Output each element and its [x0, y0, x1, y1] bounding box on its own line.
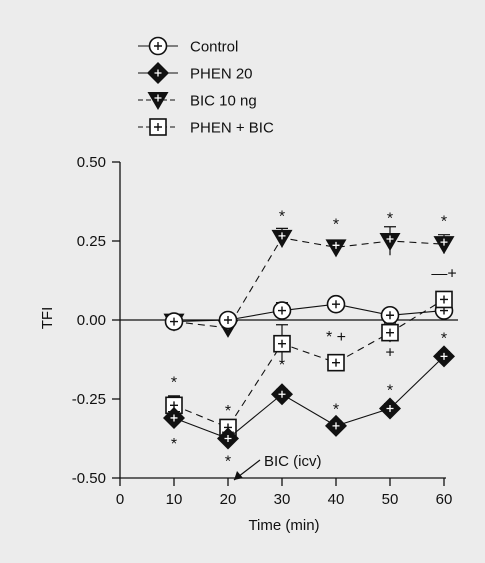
significance-mark: *	[441, 330, 447, 347]
data-point	[273, 334, 291, 353]
marker-cross	[440, 295, 448, 304]
significance-mark: *	[333, 401, 339, 418]
legend-item-bic-10-ng: BIC 10 ng	[138, 92, 257, 110]
annotation-arrowhead	[234, 471, 243, 480]
series-phen-bic	[165, 290, 453, 437]
bic-icv-annotation: BIC (icv)	[233, 453, 322, 481]
marker-cross	[170, 414, 178, 422]
data-point	[326, 294, 346, 314]
marker-cross	[386, 235, 394, 243]
x-axis-label: Time (min)	[248, 517, 319, 534]
legend-item-phen-bic: PHEN + BIC	[138, 118, 274, 137]
y-tick-label: 0.50	[77, 154, 106, 171]
data-point	[435, 290, 453, 309]
data-point	[271, 383, 293, 406]
axes: -0.50 -0.25 0.00 0.25 0.50 0 10 20 30 40 50 60 Time …	[39, 154, 458, 534]
marker-cross	[154, 69, 162, 77]
x-tick-label: 10	[166, 491, 183, 508]
significance-mark: *	[441, 213, 447, 230]
significance-mark: *	[387, 383, 393, 400]
series-line	[173, 355, 445, 440]
legend-item-control: Control	[138, 36, 238, 56]
data-point	[163, 406, 185, 429]
significance-mark: *	[225, 403, 231, 420]
significance-mark: *	[279, 357, 285, 374]
marker-cross	[332, 300, 340, 309]
legend-label: PHEN + BIC	[190, 120, 274, 137]
significance-mark: *	[171, 375, 177, 392]
significance-mark: * +	[326, 329, 346, 346]
data-point	[271, 229, 293, 248]
x-tick-label: 30	[274, 491, 291, 508]
marker-cross	[278, 232, 286, 240]
data-point	[433, 345, 455, 368]
legend-item-phen-20: PHEN 20	[138, 62, 253, 84]
marker-cross	[170, 317, 178, 326]
data-point	[380, 305, 400, 325]
y-tick-label: -0.25	[72, 391, 106, 408]
legend-marker	[148, 36, 168, 56]
series-line	[173, 298, 445, 429]
legend-label: Control	[190, 39, 238, 56]
data-point	[433, 236, 455, 255]
data-point	[217, 427, 239, 450]
data-point	[381, 323, 399, 342]
marker-cross	[154, 123, 162, 131]
marker-cross	[332, 422, 340, 430]
marker-cross	[278, 390, 286, 398]
x-tick-label: 20	[220, 491, 237, 508]
data-point	[218, 310, 238, 330]
data-point	[272, 301, 292, 320]
significance-mark: *	[333, 217, 339, 234]
significance-mark: *	[387, 210, 393, 227]
annotation-label: BIC (icv)	[264, 453, 322, 470]
y-tick-label: 0.25	[77, 233, 106, 250]
legend-marker	[147, 62, 169, 84]
y-tick-label: -0.50	[72, 470, 106, 487]
data-point	[325, 239, 347, 258]
x-tick-label: 60	[436, 491, 453, 508]
data-point	[379, 397, 401, 420]
data-point	[327, 353, 345, 372]
significance-mark: *	[225, 454, 231, 471]
marker-cross	[332, 241, 340, 249]
data-point	[379, 233, 401, 251]
legend-label: PHEN 20	[190, 66, 253, 83]
plot-area: * * * * * * * * + * * + * * —+ * BIC (icv)	[163, 209, 457, 481]
x-tick-label: 40	[328, 491, 345, 508]
marker-cross	[278, 306, 286, 315]
legend: Control PHEN 20 BIC 10 ng PHEN + BIC	[138, 36, 274, 137]
series-line	[173, 237, 445, 329]
marker-cross	[440, 352, 448, 360]
marker-cross	[386, 404, 394, 412]
marker-cross	[386, 311, 394, 320]
legend-marker	[149, 118, 167, 136]
marker-cross	[154, 42, 162, 50]
data-point	[164, 312, 184, 331]
marker-cross	[224, 435, 232, 442]
series-phen-20	[163, 345, 455, 450]
legend-marker	[147, 92, 169, 110]
significance-mark: —+	[431, 266, 456, 283]
marker-cross	[154, 94, 162, 102]
marker-cross	[278, 339, 286, 348]
marker-cross	[386, 328, 394, 337]
legend-label: BIC 10 ng	[190, 93, 257, 110]
x-tick-label: 0	[116, 491, 124, 508]
y-axis-label: TFI	[39, 307, 56, 330]
significance-mark: *	[279, 209, 285, 226]
x-tick-label: 50	[382, 491, 399, 508]
data-point	[325, 414, 347, 437]
significance-mark: *	[171, 436, 177, 453]
marker-cross	[224, 316, 232, 324]
y-tick-label: 0.00	[77, 312, 106, 329]
significance-mark: +	[385, 345, 394, 362]
marker-cross	[332, 358, 340, 367]
marker-cross	[440, 238, 448, 246]
